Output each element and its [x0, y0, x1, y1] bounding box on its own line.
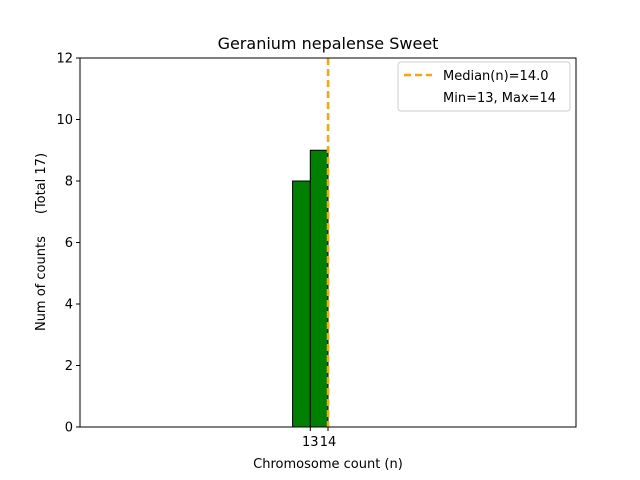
x-axis-ticks: 13 14 [302, 427, 336, 450]
y-tick-label: 6 [65, 236, 73, 251]
legend: Median(n)=14.0 Min=13, Max=14 [397, 61, 571, 112]
legend-entry-minmax: Min=13, Max=14 [443, 91, 556, 106]
y-tick-label: 10 [56, 113, 73, 128]
bars-group [292, 149, 329, 428]
x-tick-label: 14 [320, 435, 337, 450]
y-axis-label-total: (Total 17) [34, 153, 49, 214]
chart-title: Geranium nepalense Sweet [218, 34, 439, 53]
y-tick-label: 8 [65, 175, 73, 190]
bar-13 [292, 180, 311, 428]
legend-entry-median: Median(n)=14.0 [443, 69, 549, 84]
y-tick-label: 0 [65, 421, 73, 436]
legend-box [397, 61, 571, 112]
y-tick-label: 12 [56, 52, 73, 67]
y-tick-label: 2 [65, 359, 73, 374]
x-axis-label: Chromosome count (n) [253, 457, 403, 472]
bar-14 [309, 149, 329, 428]
y-axis-label-group: Num of counts (Total 17) [34, 153, 49, 331]
y-tick-label: 4 [65, 298, 73, 313]
y-axis-label-main: Num of counts [34, 236, 49, 331]
x-tick-label: 13 [302, 435, 319, 450]
y-axis-ticks: 0 2 4 6 8 10 12 [56, 52, 80, 436]
y-axis-label: Num of counts (Total 17) [34, 153, 49, 331]
